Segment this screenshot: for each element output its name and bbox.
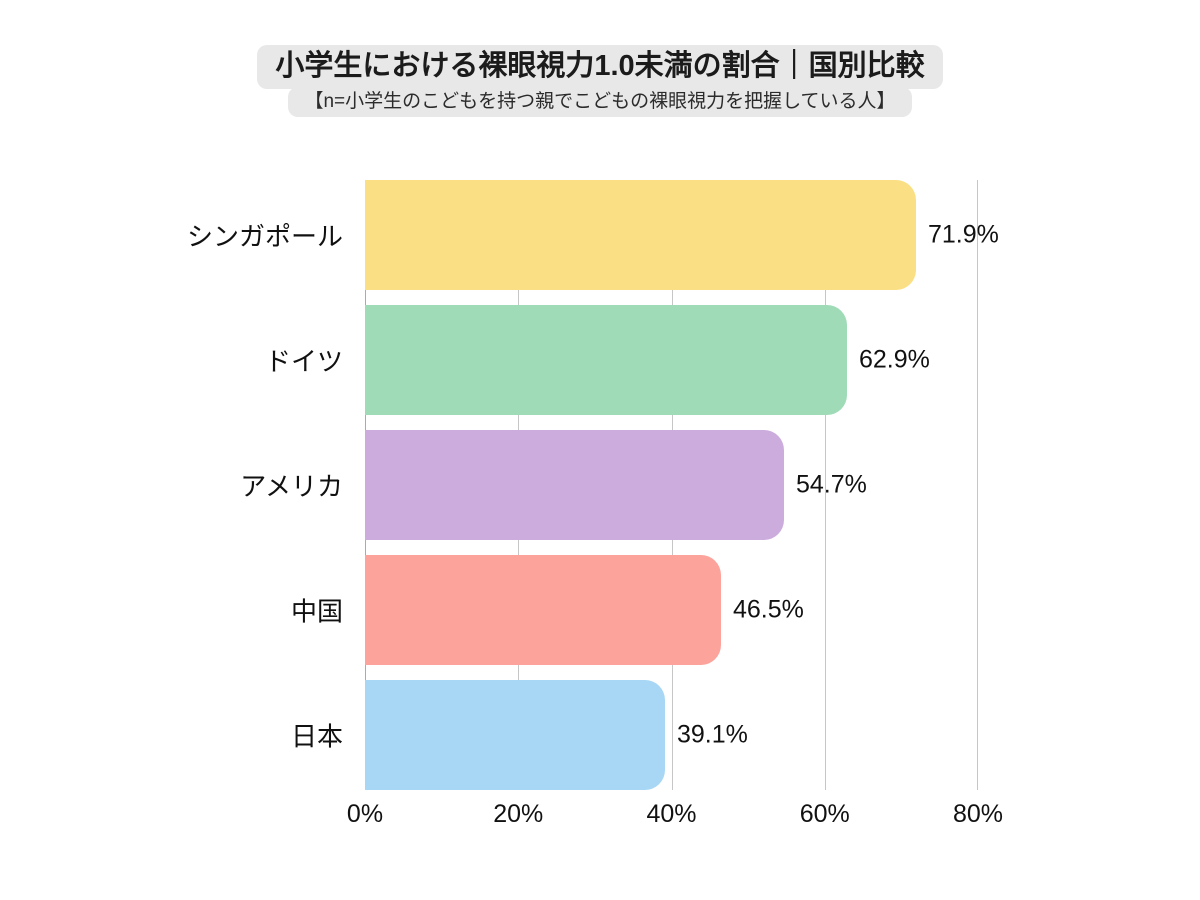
bar-chart-plot-area: シンガポール 71.9% ドイツ 62.9% アメリカ 54.7% 中国 46.… bbox=[187, 180, 1003, 828]
category-label-japan: 日本 bbox=[290, 721, 343, 752]
category-label-america: アメリカ bbox=[240, 471, 343, 502]
bar-germany bbox=[365, 305, 847, 415]
x-axis: 0% 20% 40% 60% 80% bbox=[347, 800, 1003, 830]
category-label-china: 中国 bbox=[290, 596, 343, 627]
category-label-singapore: シンガポール bbox=[186, 221, 343, 252]
x-tick-label-60: 60% bbox=[799, 800, 850, 828]
x-tick-label-0: 0% bbox=[346, 800, 384, 828]
bar-row: 日本 39.1% bbox=[291, 680, 978, 790]
x-tick-label-80: 80% bbox=[952, 800, 1004, 828]
x-tick-label-40: 40% bbox=[646, 800, 697, 828]
gridline-60pct bbox=[824, 180, 826, 790]
chart-subtitle: 【n=小学生のこどもを持つ親でこどもの裸眼視力を把握している人】 bbox=[288, 87, 912, 117]
value-label-america: 54.7% bbox=[796, 470, 867, 499]
value-label-japan: 39.1% bbox=[677, 720, 748, 749]
chart-title: 小学生における裸眼視力1.0未満の割合｜国別比較 bbox=[257, 45, 943, 89]
bar-china bbox=[365, 555, 721, 665]
gridline-80pct bbox=[977, 180, 978, 790]
bar-row: シンガポール 71.9% bbox=[187, 180, 999, 290]
value-label-germany: 62.9% bbox=[859, 345, 930, 374]
x-tick-label-20: 20% bbox=[493, 800, 544, 828]
bar-row: 中国 46.5% bbox=[291, 555, 978, 665]
bar-row: ドイツ 62.9% bbox=[265, 305, 978, 415]
value-label-singapore: 71.9% bbox=[928, 220, 999, 249]
bar-singapore bbox=[365, 180, 916, 290]
bar-row: アメリカ 54.7% bbox=[240, 430, 978, 540]
category-label-germany: ドイツ bbox=[264, 346, 343, 377]
value-label-china: 46.5% bbox=[733, 595, 804, 624]
chart-header: 小学生における裸眼視力1.0未満の割合｜国別比較 【n=小学生のこどもを持つ親で… bbox=[0, 45, 1200, 117]
bar-america bbox=[365, 430, 784, 540]
bar-japan bbox=[365, 680, 665, 790]
